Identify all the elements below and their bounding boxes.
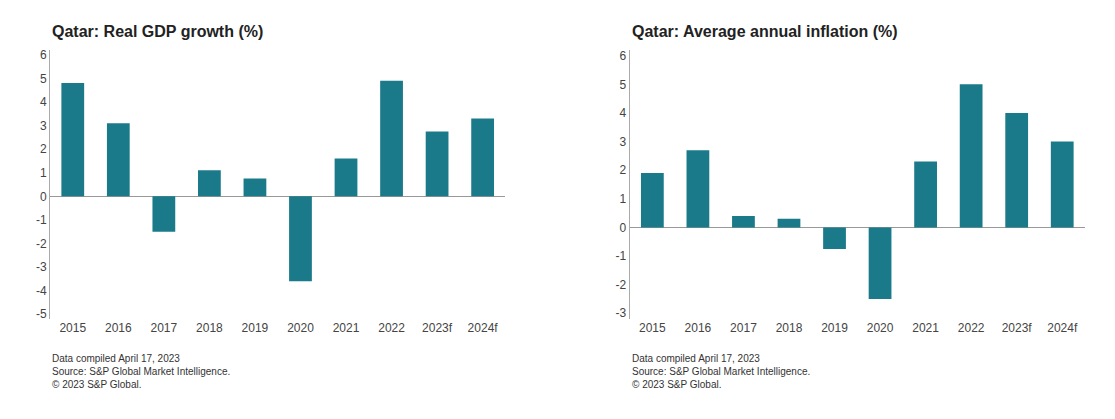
svg-text:2: 2 [40, 142, 47, 156]
svg-text:2020: 2020 [867, 321, 894, 335]
svg-text:-5: -5 [36, 307, 47, 321]
svg-text:-1: -1 [36, 213, 47, 227]
svg-text:-3: -3 [616, 306, 627, 320]
svg-text:2021: 2021 [333, 321, 360, 335]
svg-text:6: 6 [40, 48, 47, 62]
svg-text:2024f: 2024f [468, 321, 499, 335]
svg-text:-2: -2 [616, 278, 627, 292]
svg-text:2022: 2022 [958, 321, 985, 335]
svg-text:Data compiled April 17, 2023So: Data compiled April 17, 2023Source: S&P … [632, 353, 810, 390]
svg-text:-4: -4 [36, 284, 47, 298]
svg-text:2020: 2020 [287, 321, 314, 335]
svg-text:6: 6 [620, 49, 627, 63]
svg-text:1: 1 [620, 192, 627, 206]
svg-text:5: 5 [40, 72, 47, 86]
svg-text:Qatar: Real GDP growth (%): Qatar: Real GDP growth (%) [52, 23, 263, 40]
svg-text:-1: -1 [616, 249, 627, 263]
svg-text:2016: 2016 [685, 321, 712, 335]
svg-text:2019: 2019 [242, 321, 269, 335]
svg-text:3: 3 [620, 135, 627, 149]
svg-text:4: 4 [40, 95, 47, 109]
svg-text:2021: 2021 [912, 321, 939, 335]
svg-text:-3: -3 [36, 260, 47, 274]
svg-text:0: 0 [40, 190, 47, 204]
svg-text:2017: 2017 [150, 321, 177, 335]
svg-text:2018: 2018 [196, 321, 223, 335]
svg-text:2022: 2022 [378, 321, 405, 335]
svg-text:3: 3 [40, 119, 47, 133]
svg-text:5: 5 [620, 78, 627, 92]
svg-text:2024f: 2024f [1047, 321, 1078, 335]
svg-text:Qatar: Average annual inflatio: Qatar: Average annual inflation (%) [632, 23, 898, 40]
svg-text:2019: 2019 [821, 321, 848, 335]
svg-text:Data compiled April 17, 2023So: Data compiled April 17, 2023Source: S&P … [52, 353, 230, 390]
svg-text:2023f: 2023f [422, 321, 453, 335]
svg-text:-2: -2 [36, 237, 47, 251]
svg-text:2015: 2015 [639, 321, 666, 335]
svg-text:0: 0 [620, 221, 627, 235]
svg-text:1: 1 [40, 166, 47, 180]
svg-text:2018: 2018 [776, 321, 803, 335]
svg-text:2017: 2017 [730, 321, 757, 335]
svg-text:4: 4 [620, 106, 627, 120]
svg-text:2023f: 2023f [1002, 321, 1033, 335]
svg-text:2015: 2015 [59, 321, 86, 335]
svg-text:2016: 2016 [105, 321, 132, 335]
svg-text:2: 2 [620, 163, 627, 177]
